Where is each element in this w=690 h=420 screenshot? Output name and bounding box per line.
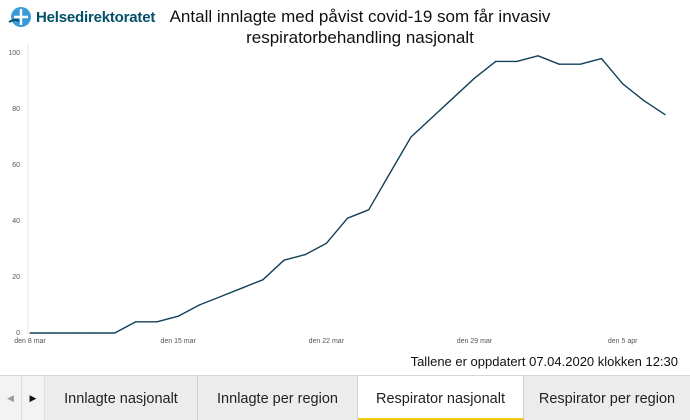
data-point bbox=[262, 279, 264, 281]
data-point bbox=[177, 315, 179, 317]
chart-title: Antall innlagte med påvist covid-19 som … bbox=[150, 6, 570, 48]
y-tick-label: 20 bbox=[12, 274, 20, 281]
data-point bbox=[219, 296, 222, 298]
data-point bbox=[579, 63, 581, 65]
data-point bbox=[495, 60, 497, 63]
chart-title-line-2: respiratorbehandling nasjonalt bbox=[246, 28, 474, 47]
y-tick-label: 80 bbox=[12, 106, 20, 113]
series-group bbox=[29, 55, 666, 334]
y-tick-label: 40 bbox=[12, 218, 20, 225]
data-point bbox=[389, 172, 391, 174]
y-axis: 0 20 40 60 80 100 bbox=[8, 50, 20, 337]
data-point bbox=[622, 83, 624, 85]
tab-innlagte-per-region[interactable]: Innlagte per region bbox=[198, 376, 358, 420]
data-point bbox=[410, 136, 412, 138]
next-page-icon[interactable]: ▶ bbox=[22, 376, 45, 420]
logo-text: Helsedirektoratet bbox=[36, 8, 156, 26]
x-axis: den 8 mar den 15 mar den 22 mar den 29 mar d… bbox=[14, 338, 638, 345]
data-point bbox=[71, 332, 73, 334]
updated-timestamp: Tallene er oppdatert 07.04.2020 klokken … bbox=[410, 354, 678, 369]
data-point bbox=[325, 242, 327, 244]
y-tick-label: 100 bbox=[8, 50, 20, 57]
x-tick-label: den 22 mar bbox=[309, 338, 345, 345]
data-point bbox=[114, 332, 116, 334]
data-point bbox=[304, 254, 306, 256]
data-point bbox=[92, 332, 95, 334]
data-point bbox=[431, 116, 433, 118]
x-tick-label: den 15 mar bbox=[160, 338, 196, 345]
data-point bbox=[537, 55, 539, 57]
x-tick-label: den 29 mar bbox=[457, 338, 493, 345]
page-tab-bar: ◀ ▶ Innlagte nasjonalt Innlagte per regi… bbox=[0, 375, 690, 420]
data-point bbox=[29, 332, 31, 334]
data-point bbox=[516, 60, 518, 63]
data-point bbox=[156, 321, 158, 323]
data-point bbox=[473, 77, 476, 79]
logo: Helsedirektoratet bbox=[8, 6, 155, 28]
x-tick-label: den 8 mar bbox=[14, 338, 46, 345]
data-point bbox=[600, 58, 603, 60]
data-point bbox=[346, 217, 349, 219]
y-tick-label: 0 bbox=[16, 330, 20, 337]
series-line bbox=[30, 55, 666, 334]
line-chart: 0 20 40 60 80 100 den 8 mar den 15 mar den 22 m… bbox=[8, 44, 666, 345]
data-point bbox=[198, 304, 200, 306]
y-tick-label: 60 bbox=[12, 162, 20, 169]
tab-respirator-per-region[interactable]: Respirator per region bbox=[524, 376, 690, 420]
data-point bbox=[368, 209, 370, 211]
data-point bbox=[135, 321, 137, 323]
data-point bbox=[241, 287, 243, 289]
data-point bbox=[558, 63, 560, 65]
data-point bbox=[664, 114, 666, 116]
data-point bbox=[452, 97, 454, 99]
tab-respirator-nasjonalt[interactable]: Respirator nasjonalt bbox=[358, 376, 524, 420]
data-point bbox=[643, 100, 645, 102]
tab-innlagte-nasjonalt[interactable]: Innlagte nasjonalt bbox=[45, 376, 198, 420]
previous-page-icon[interactable]: ◀ bbox=[0, 376, 22, 420]
chart-title-line-1: Antall innlagte med påvist covid-19 som … bbox=[169, 7, 551, 26]
x-tick-label: den 5 apr bbox=[608, 338, 638, 345]
helsedirektoratet-logo-icon bbox=[8, 7, 31, 27]
data-point bbox=[283, 259, 285, 261]
data-point bbox=[50, 332, 52, 334]
